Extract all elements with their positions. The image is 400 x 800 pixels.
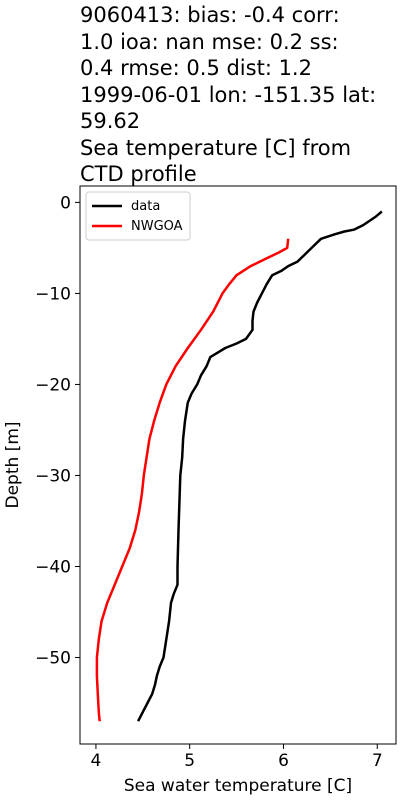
series-layer xyxy=(95,210,383,722)
y-tick-label: 0 xyxy=(60,193,71,213)
x-tick-label: 4 xyxy=(91,751,102,771)
y-tick-label: −40 xyxy=(35,557,71,577)
chart-title: 9060413: bias: -0.4 corr: 1.0 ioa: nan m… xyxy=(80,2,398,188)
title-line: 59.62 xyxy=(80,109,141,133)
legend-box xyxy=(85,191,191,241)
y-tick-label: −30 xyxy=(35,466,71,486)
title-line: 0.4 rmse: 0.5 dist: 1.2 xyxy=(80,56,312,80)
x-tick-label: 7 xyxy=(372,751,383,771)
legend: data NWGOA xyxy=(85,191,191,241)
x-tick-label: 6 xyxy=(278,751,289,771)
title-line: 9060413: bias: -0.4 corr: xyxy=(80,3,340,27)
legend-label-nwgoa: NWGOA xyxy=(131,219,183,234)
x-axis-label: Sea water temperature [C] xyxy=(124,776,352,796)
title-line: Sea temperature [C] from xyxy=(80,135,352,160)
plot-area-frame xyxy=(79,185,397,745)
y-tick-label: −10 xyxy=(35,284,71,304)
y-axis-label: Depth [m] xyxy=(3,421,23,508)
y-tick-label: −20 xyxy=(35,375,71,395)
title-line: 1.0 ioa: nan mse: 0.2 ss: xyxy=(80,29,339,54)
series-line-nwgoa xyxy=(95,238,290,722)
title-line: CTD profile xyxy=(80,162,197,186)
axes-layer: 4 5 6 7 0 −10 −20 −30 −40 −50 xyxy=(35,193,383,771)
series-line-data xyxy=(136,210,383,722)
x-tick-label: 5 xyxy=(184,751,195,771)
legend-label-data: data xyxy=(131,199,160,214)
title-line: 1999-06-01 lon: -151.35 lat: xyxy=(80,82,377,107)
y-tick-label: −50 xyxy=(35,649,71,669)
